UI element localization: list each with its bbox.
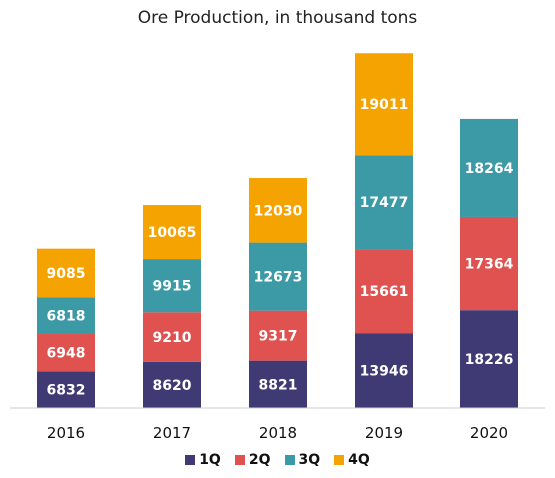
bar-segment-4q-2018 [249, 178, 307, 243]
bar-segment-4q-2016 [37, 248, 95, 298]
legend: 1Q 2Q 3Q 4Q [0, 452, 555, 468]
legend-label-3q: 3Q [298, 452, 321, 468]
data-label-1q-2020: 18226 [465, 352, 514, 368]
data-label-3q-2017: 9915 [153, 279, 192, 295]
data-label-1q-2017: 8620 [153, 378, 192, 394]
bar-segment-1q-2018 [249, 360, 307, 408]
data-label-3q-2016: 6818 [47, 309, 86, 325]
bar-segment-3q-2020 [460, 118, 518, 217]
data-label-4q-2018: 12030 [254, 203, 303, 219]
legend-item-3q: 3Q [284, 452, 321, 468]
x-tick-labels: 2016 2017 2018 2019 2020 [47, 424, 508, 442]
data-label-2q-2016: 6948 [47, 346, 86, 362]
data-label-2q-2019: 15661 [360, 284, 409, 300]
data-label-2q-2020: 17364 [465, 257, 514, 273]
x-tick-label-2020: 2020 [470, 424, 508, 442]
legend-label-4q: 4Q [348, 452, 370, 468]
legend-label-1q: 1Q [199, 452, 221, 468]
data-label-1q-2019: 13946 [360, 364, 409, 380]
bar-segment-1q-2017 [143, 361, 201, 408]
chart-title: Ore Production, in thousand tons [137, 8, 418, 28]
legend-swatch-3q [284, 455, 295, 465]
bar-segment-1q-2020 [460, 310, 518, 408]
data-label-3q-2019: 17477 [360, 195, 409, 211]
data-label-3q-2018: 12673 [254, 270, 303, 286]
data-label-4q-2019: 19011 [360, 97, 409, 113]
bar-segment-3q-2016 [37, 297, 95, 335]
legend-swatch-2q [234, 455, 245, 465]
bar-segment-2q-2016 [37, 334, 95, 372]
data-label-3q-2020: 18264 [465, 161, 514, 177]
data-label-2q-2018: 9317 [259, 329, 298, 345]
legend-swatch-1q [185, 455, 196, 465]
legend-label-2q: 2Q [248, 452, 271, 468]
bar-segment-1q-2016 [37, 371, 95, 408]
legend-item-2q: 2Q [234, 452, 271, 468]
bar-segment-2q-2018 [249, 310, 307, 361]
bar-segment-4q-2017 [143, 205, 201, 260]
data-label-2q-2017: 9210 [153, 330, 192, 346]
data-label-4q-2016: 9085 [47, 266, 86, 282]
data-label-1q-2018: 8821 [259, 377, 298, 393]
bar-segment-3q-2017 [143, 259, 201, 313]
bar-segment-3q-2018 [249, 242, 307, 311]
legend-item-4q: 4Q [334, 452, 370, 468]
legend-item-1q: 1Q [185, 452, 221, 468]
x-tick-label-2017: 2017 [153, 424, 191, 442]
bar-segment-1q-2019 [355, 333, 413, 408]
bars-group: 6832 6948 6818 9085 8620 9210 9915 10065 8821 931… [37, 53, 518, 408]
x-tick-label-2016: 2016 [47, 424, 85, 442]
x-tick-label-2018: 2018 [259, 424, 297, 442]
bar-segment-2q-2020 [460, 216, 518, 311]
bar-segment-2q-2017 [143, 312, 201, 362]
bar-segment-3q-2019 [355, 155, 413, 250]
x-tick-label-2019: 2019 [365, 424, 403, 442]
legend-swatch-4q [334, 455, 345, 465]
data-label-1q-2016: 6832 [47, 383, 86, 399]
data-label-4q-2017: 10065 [148, 225, 197, 241]
bar-segment-2q-2019 [355, 249, 413, 334]
bar-segment-4q-2019 [355, 53, 413, 156]
